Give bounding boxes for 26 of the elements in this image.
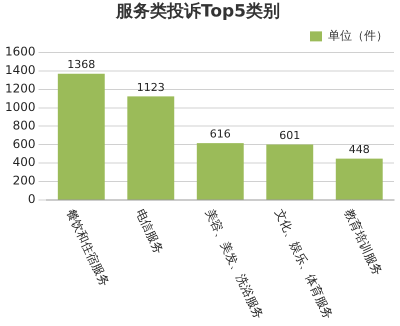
bar (266, 144, 314, 200)
data-label: 1368 (67, 58, 96, 72)
y-tick-label: 1400 (4, 62, 36, 77)
y-tick-label: 200 (12, 174, 36, 188)
y-tick-label: 1000 (4, 100, 36, 114)
data-label: 1123 (136, 80, 165, 94)
x-tick-label: 电信服务 (133, 206, 166, 256)
bar (127, 96, 174, 200)
data-label: 601 (279, 128, 300, 142)
y-tick-label: 800 (12, 118, 36, 132)
data-label: 448 (348, 143, 370, 156)
bar (336, 158, 383, 200)
bar (196, 143, 244, 200)
bar (58, 74, 105, 200)
x-tick-label: 文化、娱乐、体育服务 (272, 206, 336, 322)
x-tick-label: 餐饮和住宿服务 (64, 206, 112, 289)
y-tick-label: 0 (28, 192, 36, 206)
legend-label: 单位（件） (328, 28, 388, 43)
y-tick-label: 1200 (4, 81, 36, 96)
y-tick-label: 1600 (4, 44, 36, 59)
data-label: 616 (210, 128, 231, 141)
y-tick-label: 400 (12, 155, 36, 170)
y-tick-label: 600 (12, 136, 36, 151)
x-tick-label: 教育培训服务 (342, 206, 385, 278)
x-tick-label: 美容、美发、洗浴服务 (202, 206, 266, 322)
chart-title: 服务类投诉Top5类别 (114, 2, 280, 22)
